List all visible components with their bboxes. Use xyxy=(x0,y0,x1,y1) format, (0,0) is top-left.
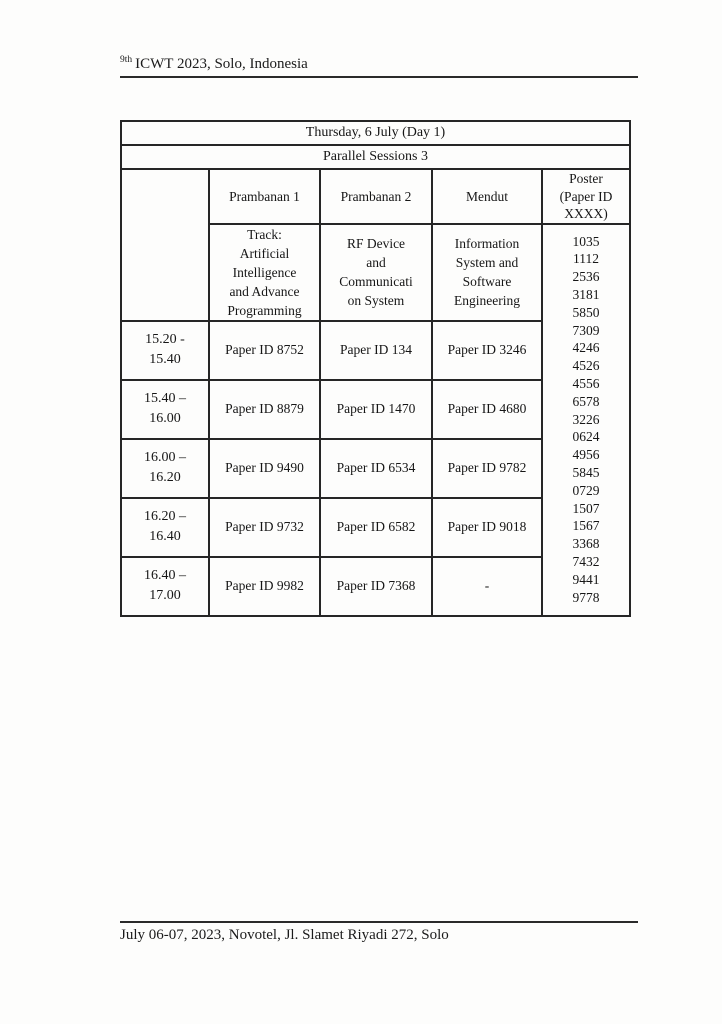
day-title: Thursday, 6 July (Day 1) xyxy=(120,120,631,146)
paper-cell: Paper ID 9490 xyxy=(208,437,321,499)
time-cell: 16.40 – 17.00 xyxy=(120,555,210,617)
empty-corner-cell xyxy=(120,168,210,322)
paper-cell: Paper ID 8752 xyxy=(208,319,321,381)
table-row: 15.20 - 15.40 Paper ID 8752 Paper ID 134… xyxy=(120,319,630,381)
session-title-row: Parallel Sessions 3 xyxy=(120,144,631,170)
page-header: 9th ICWT 2023, Solo, Indonesia xyxy=(120,55,638,78)
session-title: Parallel Sessions 3 xyxy=(120,144,631,170)
paper-cell: Paper ID 9782 xyxy=(431,437,543,499)
poster-paper-ids-list: 1035 1112 2536 3181 5850 7309 4246 4526 … xyxy=(541,222,631,617)
table-row: 16.40 – 17.00 Paper ID 9982 Paper ID 736… xyxy=(120,555,630,617)
paper-cell: Paper ID 4680 xyxy=(431,378,543,440)
track-cell-prambanan-2: RF Device and Communicati on System xyxy=(319,222,433,322)
paper-cell: Paper ID 6582 xyxy=(319,496,433,558)
page-footer: July 06-07, 2023, Novotel, Jl. Slamet Ri… xyxy=(120,921,638,944)
time-cell: 16.20 – 16.40 xyxy=(120,496,210,558)
time-cell: 15.20 - 15.40 xyxy=(120,319,210,381)
edition-superscript: 9th xyxy=(120,55,133,65)
day-title-row: Thursday, 6 July (Day 1) xyxy=(120,120,631,146)
paper-cell: - xyxy=(431,555,543,617)
paper-cell: Paper ID 9982 xyxy=(208,555,321,617)
track-cell-mendut: Information System and Software Engineer… xyxy=(431,222,543,322)
paper-cell: Paper ID 7368 xyxy=(319,555,433,617)
column-header-prambanan-1: Prambanan 1 xyxy=(208,168,321,225)
time-cell: 15.40 – 16.00 xyxy=(120,378,210,440)
time-cell: 16.00 – 16.20 xyxy=(120,437,210,499)
column-header-mendut: Mendut xyxy=(431,168,543,225)
conference-title: ICWT 2023, Solo, Indonesia xyxy=(135,56,308,72)
paper-cell: Paper ID 1470 xyxy=(319,378,433,440)
parallel-sessions-table: Thursday, 6 July (Day 1) Parallel Sessio… xyxy=(120,120,631,617)
paper-cell: Paper ID 3246 xyxy=(431,319,543,381)
track-cell-prambanan-1: Track: Artificial Intelligence and Advan… xyxy=(208,222,321,322)
column-header-prambanan-2: Prambanan 2 xyxy=(319,168,433,225)
paper-cell: Paper ID 134 xyxy=(319,319,433,381)
track-row: Track: Artificial Intelligence and Advan… xyxy=(121,222,631,617)
column-header-row: Prambanan 1 Prambanan 2 Mendut Poster (P… xyxy=(120,168,631,322)
paper-cell: Paper ID 9732 xyxy=(208,496,321,558)
table-row: 15.40 – 16.00 Paper ID 8879 Paper ID 147… xyxy=(120,378,630,440)
paper-cell: Paper ID 8879 xyxy=(208,378,321,440)
paper-cell: Paper ID 6534 xyxy=(319,437,433,499)
column-header-poster: Poster (Paper ID XXXX) xyxy=(541,168,631,225)
footer-text: July 06-07, 2023, Novotel, Jl. Slamet Ri… xyxy=(120,927,449,943)
table-row: 16.20 – 16.40 Paper ID 9732 Paper ID 658… xyxy=(120,496,630,558)
table-row: 16.00 – 16.20 Paper ID 9490 Paper ID 653… xyxy=(120,437,630,499)
paper-cell: Paper ID 9018 xyxy=(431,496,543,558)
